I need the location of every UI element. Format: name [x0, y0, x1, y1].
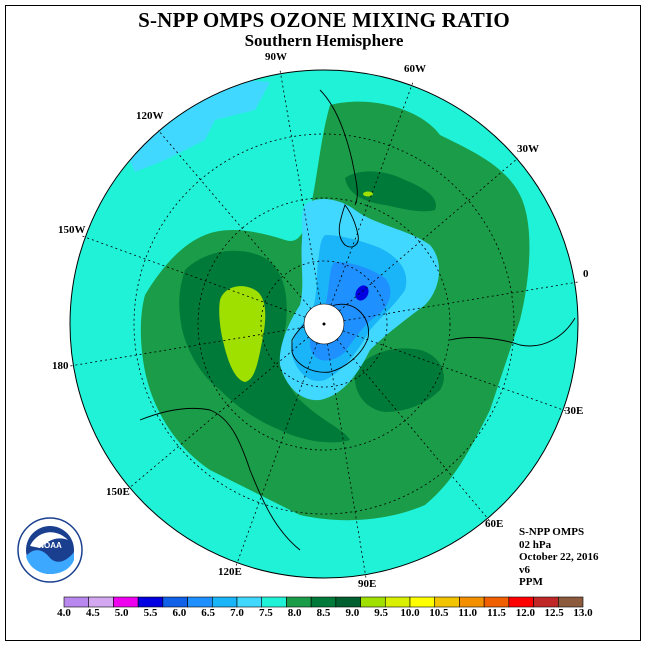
lon-label-60e: 60E	[485, 518, 504, 530]
colorbar-swatch	[63, 596, 90, 608]
colorbar-swatch	[88, 596, 114, 608]
lon-label-0: 0	[583, 268, 589, 280]
colorbar-swatch	[137, 596, 164, 608]
colorbar-swatch	[113, 596, 139, 608]
colorbar-tick-label: 9.5	[374, 607, 389, 619]
lon-label-30w: 30W	[517, 143, 539, 155]
colorbar-swatch	[335, 596, 361, 608]
colorbar-tick-label: 13.0	[573, 607, 593, 619]
info-units: PPM	[519, 576, 543, 589]
colorbar-swatch	[286, 596, 312, 608]
colorbar-swatch	[310, 596, 337, 608]
colorbar-swatch	[261, 596, 287, 608]
colorbar-tick-label: 5.0	[114, 607, 129, 619]
colorbar-swatch	[557, 596, 584, 608]
colorbar-swatch	[409, 596, 436, 608]
colorbar-tick-label: 12.5	[544, 607, 564, 619]
colorbar-swatch	[483, 596, 510, 608]
info-block: S-NPP OMPS 02 hPa October 22, 2016 v6 PP…	[519, 526, 599, 589]
colorbar-tick-label: 7.0	[230, 607, 244, 619]
colorbar-swatch	[459, 596, 485, 608]
colorbar-tick-label: 4.0	[57, 607, 71, 619]
colorbar-tick-label: 8.0	[287, 607, 302, 619]
lon-label-180: 180	[52, 360, 69, 372]
colorbar-tick-label: 6.0	[172, 607, 187, 619]
lon-label-150w: 150W	[58, 224, 86, 236]
colorbar	[63, 596, 584, 608]
colorbar-swatch	[508, 596, 534, 608]
south-pole-dot	[322, 322, 326, 326]
colorbar-swatch	[434, 596, 460, 608]
map-subtitle: Southern Hemisphere	[244, 31, 404, 50]
colorbar-swatch	[533, 596, 559, 608]
colorbar-tick-label: 10.0	[400, 607, 420, 619]
plot-frame	[5, 5, 641, 641]
colorbar-tick-label: 6.5	[201, 607, 216, 619]
lon-label-150e: 150E	[106, 486, 130, 498]
map-title: S-NPP OMPS OZONE MIXING RATIO	[138, 8, 510, 32]
info-instrument: S-NPP OMPS	[519, 526, 585, 538]
info-pressure: 02 hPa	[519, 538, 552, 551]
contour-9.0-north	[363, 191, 373, 197]
noaa-logo-text: NOAA	[38, 541, 62, 550]
info-version: v6	[519, 563, 530, 576]
colorbar-swatch	[211, 596, 238, 608]
noaa-logo: NOAA	[17, 517, 83, 583]
colorbar-tick-label: 7.5	[258, 607, 273, 619]
colorbar-tick-label: 5.5	[143, 607, 158, 619]
colorbar-tick-label: 11.0	[458, 607, 477, 619]
colorbar-swatch	[162, 596, 188, 608]
contour-5.5-pole	[355, 285, 369, 301]
lon-label-90w: 90W	[265, 51, 287, 63]
contour-8.5-north	[345, 171, 436, 212]
map-outline	[69, 69, 579, 579]
colorbar-tick-label: 9.0	[345, 607, 360, 619]
colorbar-swatch	[384, 596, 411, 608]
lon-label-120w: 120W	[136, 110, 164, 122]
lon-label-120e: 120E	[218, 566, 242, 578]
contour-9.0-west	[219, 286, 266, 382]
lon-label-90e: 90E	[358, 578, 377, 590]
colorbar-tick-label: 10.5	[429, 607, 449, 619]
colorbar-swatch	[187, 596, 213, 608]
lon-label-60w: 60W	[404, 63, 426, 75]
colorbar-swatch	[236, 596, 263, 608]
contour-8.5-south	[354, 348, 444, 412]
info-date: October 22, 2016	[519, 551, 599, 564]
colorbar-tick-label: 8.5	[316, 607, 331, 619]
colorbar-tick-label: 4.5	[85, 607, 100, 619]
colorbar-tick-label: 12.0	[515, 607, 535, 619]
lon-label-30e: 30E	[565, 405, 584, 417]
coastlines	[139, 89, 576, 551]
contour-7.5-nw	[120, 80, 270, 172]
graticule	[69, 69, 579, 579]
colorbar-swatch	[360, 596, 386, 608]
colorbar-tick-label: 11.5	[487, 607, 506, 619]
